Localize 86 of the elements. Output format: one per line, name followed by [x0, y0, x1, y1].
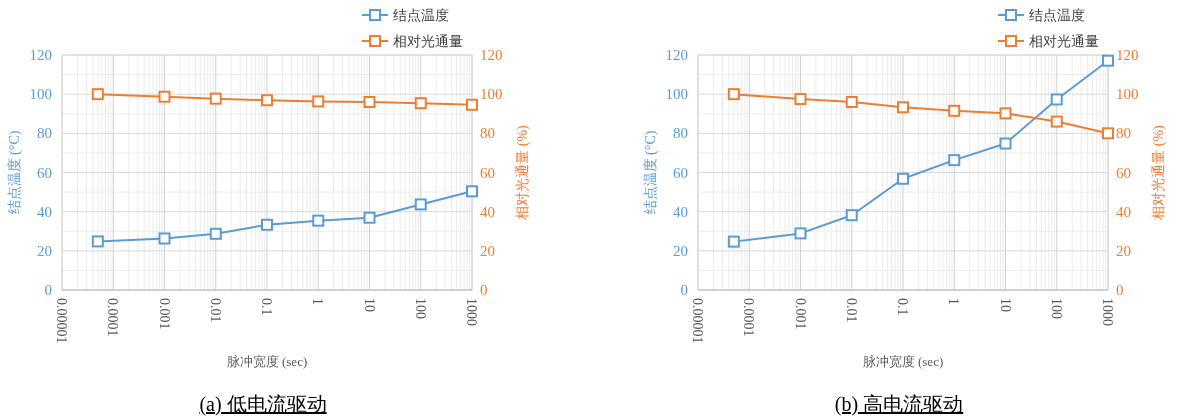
y2-tick-label: 40 — [1116, 203, 1131, 220]
x-tick-label: 0.1 — [895, 298, 910, 316]
x-tick-label: 0.01 — [843, 298, 859, 323]
point — [1102, 54, 1114, 67]
y2-tick-label: 80 — [1116, 125, 1131, 142]
y-tick-label: 0 — [44, 282, 52, 298]
x-tick-label: 0.0001 — [741, 298, 757, 337]
point — [363, 96, 376, 108]
point — [312, 214, 325, 227]
x-tick-label: 100 — [412, 298, 428, 319]
x-tick-label: 10 — [361, 298, 377, 312]
x-tick-label: 0.00001 — [54, 298, 69, 344]
point — [845, 209, 858, 222]
point — [948, 104, 961, 117]
point — [158, 232, 171, 245]
y-tick-label: 40 — [673, 203, 688, 220]
x-tick-label: 100 — [1048, 298, 1064, 319]
y-tick-label: 120 — [29, 47, 52, 63]
y-tick-label: 60 — [673, 164, 688, 181]
legend-label: 结点温度 — [1029, 8, 1085, 23]
y-tick-label: 20 — [37, 242, 52, 259]
point — [261, 94, 273, 107]
text: (b) 高电流驱动 — [834, 393, 964, 416]
text: (a) 低电流驱动 — [199, 393, 327, 416]
point — [466, 185, 478, 198]
point — [794, 227, 807, 240]
x-axis-title: 脉冲宽度 (sec) — [862, 354, 944, 369]
y2-tick-label: 20 — [1116, 242, 1131, 259]
point — [1050, 93, 1063, 106]
x-tick-label: 0.1 — [259, 298, 274, 316]
point — [999, 137, 1012, 150]
point — [999, 107, 1012, 120]
y2-axis-title: 相对光通量 (%) — [1151, 124, 1167, 220]
point — [1050, 115, 1063, 128]
y2-tick-label: 40 — [480, 203, 495, 220]
y2-tick-label: 0 — [480, 282, 488, 298]
x-tick-label: 1 — [310, 298, 326, 305]
y-tick-label: 80 — [37, 125, 52, 142]
y-tick-label: 60 — [37, 164, 52, 181]
point — [261, 218, 273, 231]
x-tick-label: 0.01 — [207, 298, 223, 323]
point — [897, 101, 909, 114]
x-tick-label: 1000 — [1100, 298, 1115, 326]
point — [209, 92, 222, 105]
point — [948, 154, 961, 167]
y-axis-title: 结点温度 (°C) — [7, 130, 23, 215]
y-tick-label: 80 — [673, 125, 688, 142]
x-tick-label: 10 — [997, 298, 1013, 312]
y2-tick-label: 100 — [1116, 86, 1139, 103]
y-tick-label: 100 — [665, 86, 688, 103]
y-tick-label: 120 — [665, 47, 688, 63]
y2-tick-label: 100 — [480, 86, 503, 103]
point — [794, 93, 807, 106]
point — [466, 98, 478, 111]
y2-tick-label: 60 — [480, 164, 495, 181]
y-tick-label: 0 — [680, 282, 688, 298]
x-axis-title: 脉冲宽度 (sec) — [226, 354, 308, 369]
y2-tick-label: 60 — [1116, 164, 1131, 181]
point — [312, 95, 325, 108]
point — [845, 96, 858, 108]
legend-label: 相对光通量 — [1029, 34, 1099, 49]
y-tick-label: 100 — [29, 86, 52, 103]
y-tick-label: 40 — [37, 203, 52, 220]
x-tick-label: 0.00001 — [690, 298, 705, 344]
x-tick-label: 1 — [946, 298, 962, 305]
point — [1102, 127, 1114, 140]
point — [897, 172, 909, 185]
y2-tick-label: 20 — [480, 242, 495, 259]
point — [209, 227, 222, 240]
legend-label: 相对光通量 — [393, 34, 463, 49]
point — [158, 90, 171, 103]
x-tick-label: 0.001 — [156, 298, 172, 330]
y2-tick-label: 80 — [480, 125, 495, 142]
x-tick-label: 0.001 — [792, 298, 808, 330]
y-tick-label: 20 — [673, 242, 688, 259]
point — [414, 198, 427, 211]
legend-label: 结点温度 — [393, 8, 449, 23]
point — [414, 97, 427, 110]
y2-tick-label: 120 — [480, 47, 503, 63]
x-tick-label: 0.0001 — [105, 298, 121, 337]
y2-tick-label: 120 — [1116, 47, 1139, 63]
y2-axis-title: 相对光通量 (%) — [515, 124, 531, 220]
y-axis-title: 结点温度 (°C) — [643, 130, 659, 215]
point — [363, 211, 376, 224]
y2-tick-label: 0 — [1116, 282, 1124, 298]
x-tick-label: 1000 — [464, 298, 479, 326]
